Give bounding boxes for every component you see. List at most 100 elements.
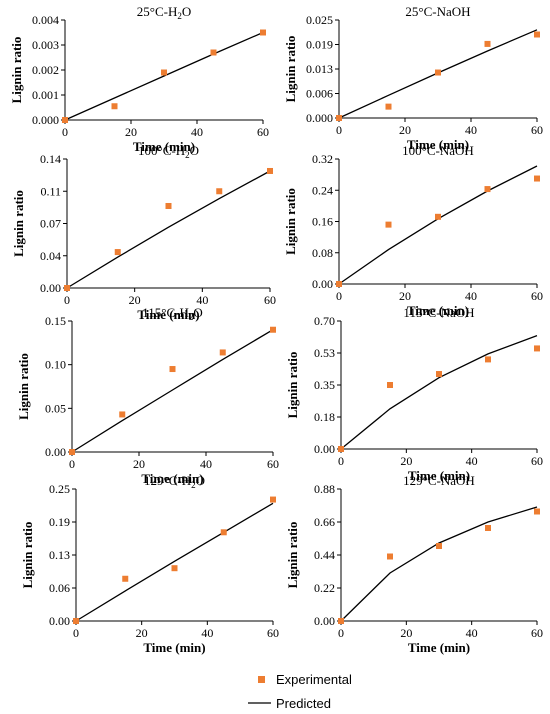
experimental-point: [435, 213, 441, 220]
y-tick-label: 0.013: [306, 62, 333, 76]
x-tick-label: 20: [129, 293, 141, 307]
experimental-point: [114, 249, 121, 256]
y-tick-label: 0.66: [314, 515, 335, 529]
y-axis-label: Lignin ratio: [283, 36, 298, 103]
y-tick-label: 0.44: [314, 548, 335, 562]
chart-panel-8: 0.00 0.22 0.44 0.66 0.88 0 20 40 60 Time (min) Lig…: [285, 473, 543, 655]
y-tick-label: 0.003: [32, 38, 59, 52]
legend-experimental-label: Experimental: [276, 672, 352, 687]
experimental-point: [484, 186, 491, 193]
y-tick-label: 0.000: [306, 111, 333, 125]
predicted-line: [71, 329, 274, 453]
y-tick-label: 0.04: [40, 249, 61, 263]
experimental-point: [436, 543, 442, 549]
y-tick-label: 0.24: [312, 183, 333, 197]
x-tick-label: 20: [125, 125, 137, 139]
y-axis-label: Lignin ratio: [283, 188, 298, 255]
chart-title: 115°C-NaOH: [403, 305, 474, 320]
x-tick-label: 40: [200, 457, 212, 471]
x-tick-label: 60: [267, 457, 279, 471]
experimental-point: [387, 382, 393, 388]
y-tick-label: 0.35: [314, 378, 335, 392]
experimental-point: [338, 446, 344, 452]
x-axis-label: Time (min): [407, 303, 469, 318]
experimental-point: [210, 49, 217, 56]
experimental-point: [171, 565, 178, 572]
predicted-line: [66, 170, 271, 289]
x-tick-label: 0: [338, 454, 344, 468]
x-tick-label: 0: [64, 293, 70, 307]
chart-panel-7: 0.00 0.06 0.13 0.19 0.25 0 20 40 60 Time (min) Lig…: [20, 473, 279, 655]
x-tick-label: 40: [466, 626, 478, 640]
x-tick-label: 20: [399, 123, 411, 137]
x-axis-label: Time (min): [408, 468, 470, 483]
experimental-point: [73, 618, 79, 624]
legend: Experimental Predicted: [248, 672, 352, 711]
experimental-point: [260, 29, 266, 36]
chart-title: 100°C-NaOH: [402, 143, 474, 158]
experimental-point: [62, 117, 68, 123]
x-tick-label: 20: [136, 626, 148, 640]
x-tick-label: 0: [336, 289, 342, 303]
experimental-point: [385, 103, 392, 110]
y-tick-label: 0.004: [32, 13, 59, 27]
chart-panel-5: 0.00 0.05 0.10 0.15 0 20 40 60 Time (min) Lignin …: [16, 305, 279, 486]
experimental-point: [219, 349, 226, 356]
x-axis-label: Time (min): [143, 640, 205, 655]
y-tick-label: 0.001: [32, 88, 59, 102]
experimental-point: [534, 508, 540, 515]
x-tick-label: 0: [338, 626, 344, 640]
y-tick-label: 0.11: [40, 184, 61, 198]
x-tick-label: 20: [133, 457, 145, 471]
y-tick-label: 0.00: [45, 445, 66, 459]
experimental-point: [534, 31, 540, 38]
x-tick-label: 0: [73, 626, 79, 640]
chart-panel-3: 0.00 0.04 0.07 0.11 0.14 0 20 40 60 Time (min) Lig…: [11, 143, 276, 322]
y-tick-label: 0.00: [314, 614, 335, 628]
x-tick-label: 0: [62, 125, 68, 139]
experimental-point: [485, 525, 491, 531]
chart-title: 25°C-NaOH: [405, 4, 470, 19]
y-tick-label: 0.00: [312, 277, 333, 291]
y-tick-label: 0.53: [314, 346, 335, 360]
x-tick-label: 60: [267, 626, 279, 640]
y-tick-label: 0.19: [49, 515, 70, 529]
legend-predicted-label: Predicted: [276, 696, 331, 711]
experimental-point: [119, 411, 126, 418]
y-tick-label: 0.06: [49, 581, 70, 595]
predicted-line: [338, 165, 538, 285]
x-tick-label: 60: [531, 454, 543, 468]
x-tick-label: 40: [196, 293, 208, 307]
y-tick-label: 0.006: [306, 87, 333, 101]
experimental-point: [387, 553, 393, 560]
y-tick-label: 0.00: [314, 442, 335, 456]
experimental-point: [336, 115, 342, 121]
chart-title: 129°C-H2O: [144, 473, 205, 490]
experimental-point: [385, 221, 392, 228]
experimental-point: [534, 345, 540, 352]
x-tick-label: 60: [531, 289, 543, 303]
x-tick-label: 40: [465, 123, 477, 137]
experimental-point: [165, 202, 172, 209]
predicted-line: [75, 502, 274, 622]
y-tick-label: 0.000: [32, 113, 59, 127]
experimental-point: [534, 175, 540, 182]
chart-title: 115°C-H2O: [142, 305, 203, 322]
x-tick-label: 60: [264, 293, 276, 307]
y-tick-label: 0.002: [32, 63, 59, 77]
experimental-point: [220, 529, 227, 536]
y-tick-label: 0.13: [49, 548, 70, 562]
experimental-point: [270, 496, 276, 503]
x-tick-label: 20: [400, 454, 412, 468]
experimental-point: [338, 618, 344, 624]
y-tick-label: 0.18: [314, 410, 335, 424]
x-tick-label: 60: [531, 123, 543, 137]
experimental-point: [484, 40, 491, 47]
legend-experimental-marker: [258, 676, 265, 683]
y-tick-label: 0.16: [312, 215, 333, 229]
chart-panel-2: 0.000 0.006 0.013 0.019 0.025 0 20 40 60 Time (mi…: [283, 4, 543, 152]
chart-panel-1: 0.000 0.001 0.002 0.003 0.004 0 20 40 60 Time (mi…: [9, 4, 269, 154]
y-tick-label: 0.15: [45, 314, 66, 328]
